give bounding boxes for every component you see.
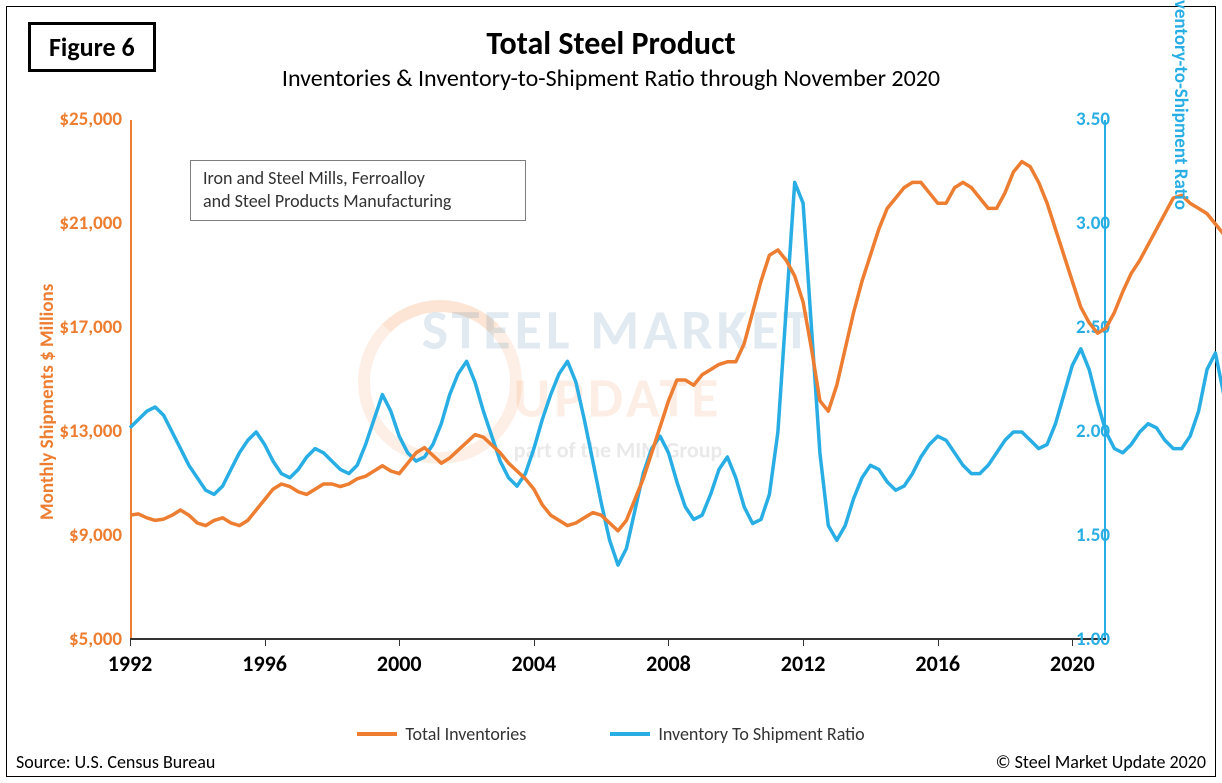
- chart-annotation: Iron and Steel Mills, Ferroalloyand Stee…: [190, 160, 526, 221]
- x-tick-mark: [130, 640, 131, 646]
- plot-area: STEEL MARKET UPDATE part of the MIM Grou…: [130, 120, 1106, 640]
- x-tick-label: 2016: [915, 650, 960, 677]
- legend: Total Inventories Inventory To Shipment …: [0, 719, 1222, 745]
- x-tick-label: 2004: [512, 650, 557, 677]
- x-tick-container: 19921996200020042008201220162020: [130, 644, 1106, 684]
- x-tick-mark: [265, 640, 266, 646]
- chart-title: Total Steel Product: [0, 24, 1222, 63]
- legend-item-inventories: Total Inventories: [357, 723, 526, 745]
- legend-label: Inventory To Shipment Ratio: [658, 723, 864, 745]
- legend-item-ratio: Inventory To Shipment Ratio: [610, 723, 864, 745]
- source-text: Source: U.S. Census Bureau: [16, 751, 215, 773]
- x-tick-label: 1996: [242, 650, 287, 677]
- x-tick-mark: [1072, 640, 1073, 646]
- x-tick-label: 2020: [1050, 650, 1095, 677]
- y1-tick-label: $21,000: [22, 214, 122, 233]
- legend-swatch: [610, 732, 650, 736]
- x-tick-label: 1992: [108, 650, 153, 677]
- x-tick-label: 2000: [377, 650, 422, 677]
- x-tick-mark: [803, 640, 804, 646]
- legend-swatch: [357, 732, 397, 736]
- x-tick-label: 2008: [646, 650, 691, 677]
- x-tick-mark: [938, 640, 939, 646]
- y1-tick-label: $9,000: [22, 526, 122, 545]
- y1-tick-label: $25,000: [22, 110, 122, 129]
- x-tick-mark: [534, 640, 535, 646]
- copyright-text: © Steel Market Update 2020: [996, 751, 1206, 773]
- x-tick-label: 2012: [781, 650, 826, 677]
- y1-tick-label: $5,000: [22, 630, 122, 649]
- y1-axis-label: Monthly Shipments $ Millions: [36, 284, 59, 520]
- x-tick-mark: [668, 640, 669, 646]
- legend-label: Total Inventories: [405, 723, 526, 745]
- x-tick-mark: [399, 640, 400, 646]
- chart-subtitle: Inventories & Inventory-to-Shipment Rati…: [0, 64, 1222, 93]
- y2-axis-label: Inventory-to-Shipment Ratio: [1169, 0, 1192, 210]
